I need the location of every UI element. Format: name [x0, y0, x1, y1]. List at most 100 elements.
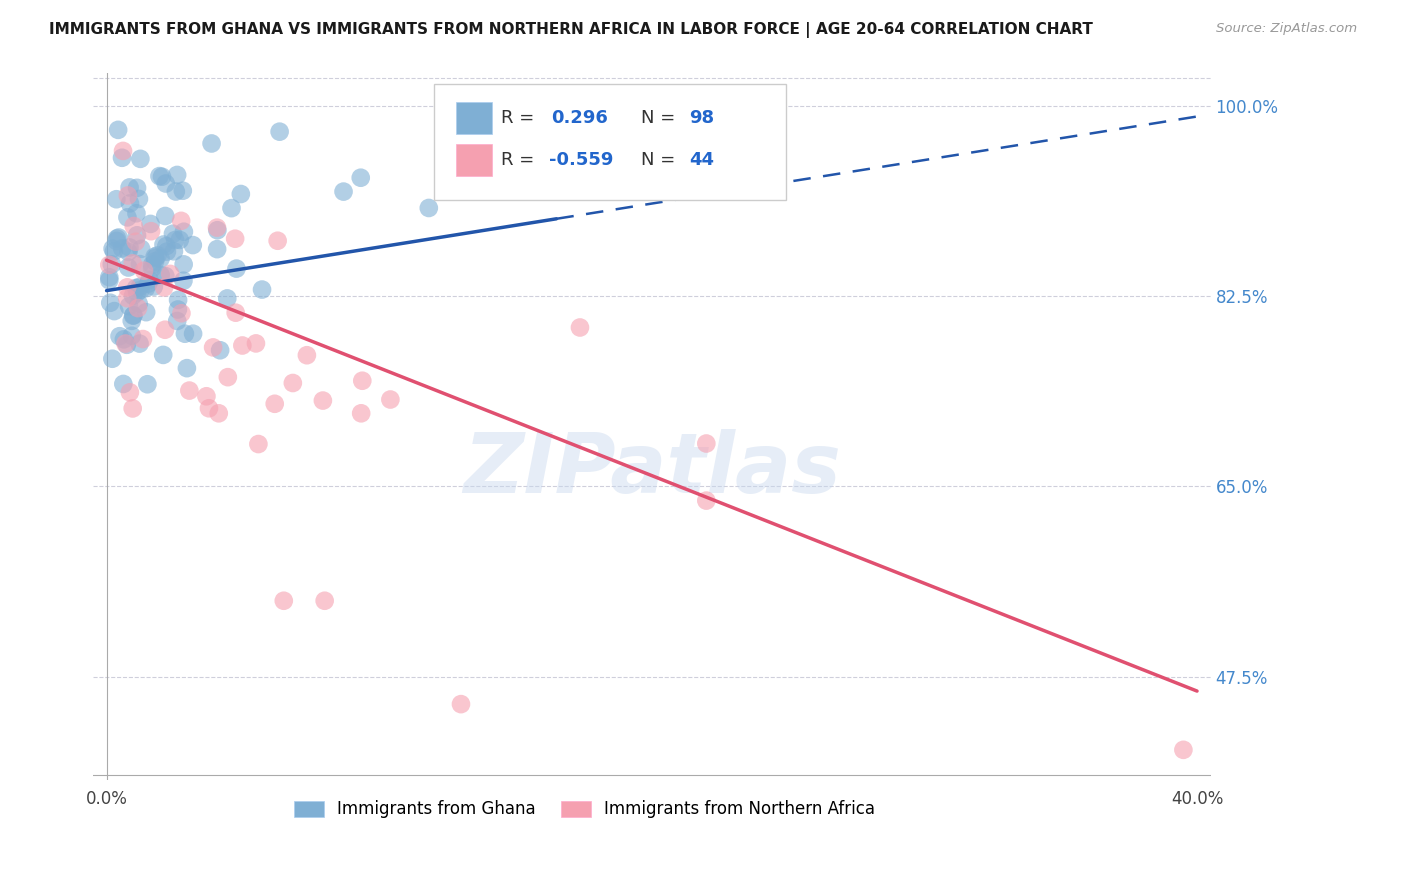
Point: [153, 280, 176, 294]
Point: [118, 385, 141, 400]
Point: [273, 593, 295, 607]
Point: [117, 188, 139, 202]
Point: [181, 238, 204, 252]
Text: 98: 98: [689, 109, 714, 127]
Point: [103, 244, 125, 259]
Point: [225, 261, 247, 276]
Point: [127, 301, 149, 315]
Point: [132, 263, 155, 277]
Point: [142, 279, 165, 293]
Point: [162, 227, 184, 241]
Point: [112, 144, 135, 158]
Point: [229, 187, 252, 202]
Point: [1173, 743, 1195, 757]
Point: [166, 314, 188, 328]
Point: [181, 326, 204, 341]
Point: [143, 250, 166, 264]
Point: [170, 214, 193, 228]
Point: [155, 209, 177, 223]
Text: -0.559: -0.559: [548, 151, 613, 169]
Point: [163, 244, 186, 259]
Point: [281, 376, 304, 390]
Point: [108, 329, 131, 343]
Point: [198, 401, 221, 416]
Point: [117, 280, 139, 294]
Point: [172, 184, 194, 198]
Point: [217, 292, 239, 306]
Point: [138, 277, 160, 291]
Point: [169, 233, 191, 247]
Point: [141, 258, 163, 272]
Point: [105, 231, 128, 245]
Point: [247, 437, 270, 451]
Point: [152, 237, 174, 252]
Point: [156, 244, 179, 259]
Point: [117, 244, 139, 259]
Point: [118, 299, 141, 313]
Point: [695, 493, 717, 508]
Point: [101, 242, 124, 256]
Point: [127, 285, 149, 300]
Point: [166, 168, 188, 182]
Point: [98, 258, 121, 272]
Point: [139, 217, 162, 231]
Text: ZIPatlas: ZIPatlas: [463, 428, 841, 509]
Point: [98, 270, 121, 285]
Point: [225, 306, 247, 320]
Point: [159, 267, 181, 281]
Point: [129, 283, 152, 297]
Point: [350, 170, 373, 185]
Point: [695, 436, 717, 450]
Point: [117, 260, 139, 275]
Point: [207, 223, 229, 237]
Point: [129, 257, 152, 271]
Point: [152, 348, 174, 362]
Legend: Immigrants from Ghana, Immigrants from Northern Africa: Immigrants from Ghana, Immigrants from N…: [287, 794, 882, 825]
Point: [173, 225, 195, 239]
Point: [174, 326, 197, 341]
Point: [148, 169, 170, 183]
Text: N =: N =: [641, 109, 681, 127]
Point: [149, 268, 172, 282]
Point: [128, 280, 150, 294]
Point: [107, 123, 129, 137]
Point: [125, 228, 148, 243]
Point: [111, 151, 134, 165]
Point: [122, 289, 145, 303]
Text: IMMIGRANTS FROM GHANA VS IMMIGRANTS FROM NORTHERN AFRICA IN LABOR FORCE | AGE 20: IMMIGRANTS FROM GHANA VS IMMIGRANTS FROM…: [49, 22, 1092, 38]
Point: [568, 320, 591, 334]
Point: [121, 256, 143, 270]
Point: [179, 384, 201, 398]
Point: [332, 185, 354, 199]
Point: [103, 304, 125, 318]
Point: [209, 343, 232, 358]
Point: [98, 273, 121, 287]
Point: [231, 338, 253, 352]
Point: [136, 377, 159, 392]
Point: [176, 361, 198, 376]
Point: [125, 181, 148, 195]
Point: [250, 283, 273, 297]
Point: [173, 257, 195, 271]
Point: [128, 336, 150, 351]
Point: [112, 332, 135, 346]
Point: [121, 314, 143, 328]
Point: [295, 348, 318, 362]
Point: [135, 305, 157, 319]
Point: [125, 235, 148, 249]
Point: [352, 374, 374, 388]
Text: 44: 44: [689, 151, 714, 169]
Point: [145, 251, 167, 265]
Point: [418, 201, 440, 215]
Point: [125, 281, 148, 295]
Point: [208, 406, 231, 420]
Point: [245, 336, 267, 351]
FancyBboxPatch shape: [456, 145, 492, 177]
Point: [224, 232, 246, 246]
Point: [221, 201, 243, 215]
Point: [155, 177, 177, 191]
Point: [139, 224, 162, 238]
Point: [200, 136, 222, 151]
Point: [165, 185, 187, 199]
Point: [128, 192, 150, 206]
